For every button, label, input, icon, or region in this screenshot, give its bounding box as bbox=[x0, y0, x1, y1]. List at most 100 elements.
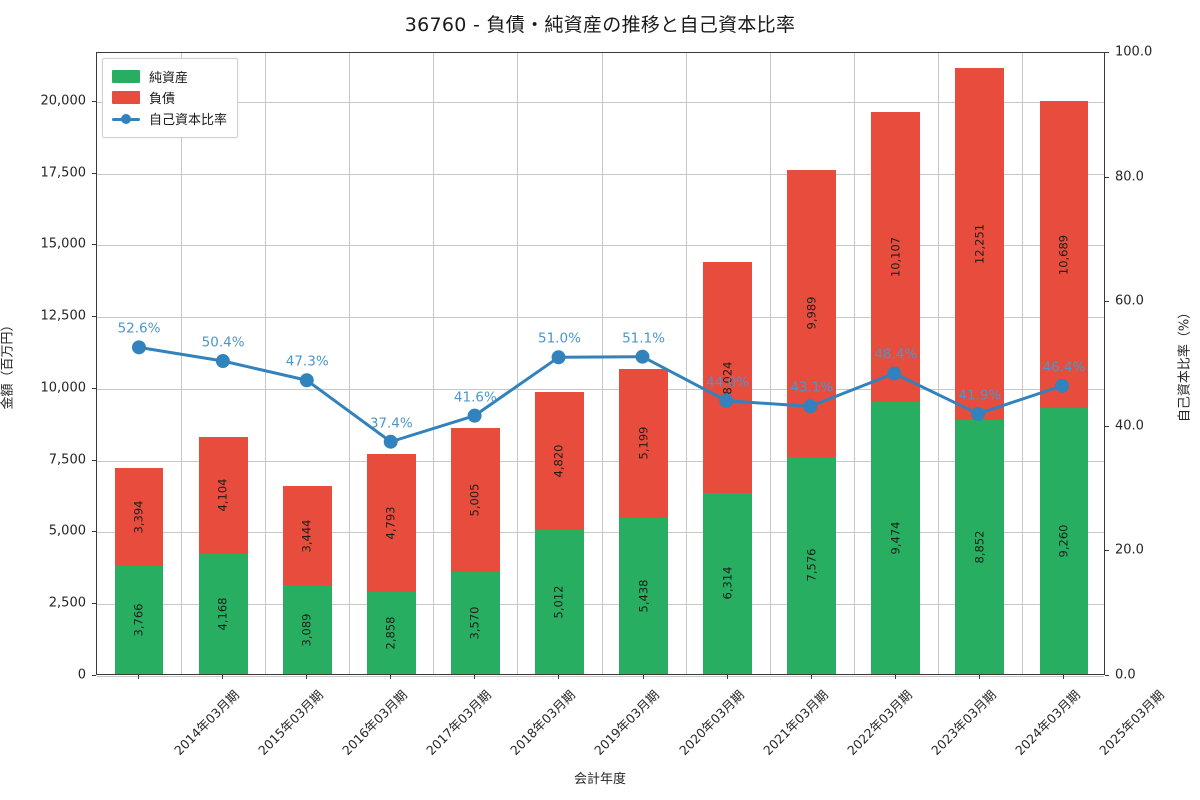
bar-segment-equity[interactable]: 6,314 bbox=[703, 492, 752, 674]
ratio-value-label: 41.6% bbox=[453, 389, 497, 406]
y-axis-tickmark-left bbox=[92, 603, 96, 605]
bar-segment-liability[interactable]: 4,793 bbox=[366, 454, 416, 592]
bar-group[interactable]: 5,438 5,199 bbox=[619, 368, 668, 674]
bar-segment-equity[interactable]: 4,168 bbox=[198, 554, 248, 674]
y-axis-tick-label-left: 17,500 bbox=[40, 165, 87, 181]
bar-segment-liability[interactable]: 4,104 bbox=[198, 436, 248, 555]
ratio-marker[interactable] bbox=[635, 349, 650, 364]
ratio-marker[interactable] bbox=[1055, 378, 1070, 393]
bar-group[interactable]: 4,168 4,104 bbox=[198, 436, 248, 674]
gridline-horizontal bbox=[97, 604, 1104, 606]
bar-segment-equity[interactable]: 3,570 bbox=[450, 571, 500, 674]
ratio-line-svg bbox=[131, 340, 1070, 449]
y-axis-tickmark-right bbox=[1105, 52, 1109, 53]
y-axis-tickmark-right bbox=[1105, 425, 1109, 427]
x-axis-tick-label: 2021年03月期 bbox=[759, 687, 831, 758]
bar-segment-liability[interactable]: 3,444 bbox=[282, 486, 332, 586]
bar-segment-liability[interactable]: 3,394 bbox=[114, 468, 164, 566]
gridline-vertical bbox=[1021, 53, 1023, 674]
bar-group[interactable]: 9,260 10,689 bbox=[1039, 101, 1089, 674]
chart-legend[interactable]: 純資産 負債 自己資本比率 bbox=[102, 58, 239, 138]
legend-item[interactable]: 自己資本比率 bbox=[112, 108, 227, 129]
y-axis-tick-label-left: 0 bbox=[77, 667, 86, 683]
bar-group[interactable]: 9,474 10,107 bbox=[871, 111, 921, 674]
bar-segment-equity[interactable]: 2,858 bbox=[366, 591, 416, 674]
legend-item-label: 純資産 bbox=[149, 71, 189, 86]
bar-segment-equity[interactable]: 8,852 bbox=[955, 419, 1005, 674]
bar-group[interactable]: 2,858 4,793 bbox=[366, 454, 416, 674]
x-axis-tickmark bbox=[390, 675, 392, 679]
ratio-marker[interactable] bbox=[299, 373, 314, 388]
bar-group[interactable]: 3,766 3,394 bbox=[114, 468, 164, 674]
ratio-marker[interactable] bbox=[215, 354, 230, 368]
ratio-value-label: 51.1% bbox=[622, 330, 665, 347]
ratio-marker[interactable] bbox=[467, 408, 482, 423]
y-axis-tickmark-left bbox=[92, 172, 96, 174]
ratio-value-label: 51.0% bbox=[538, 330, 581, 347]
y-axis-tick-label-right: 80.0 bbox=[1115, 169, 1144, 185]
ratio-marker[interactable] bbox=[887, 366, 902, 381]
x-axis-tickmark bbox=[138, 675, 140, 679]
bar-segment-equity[interactable]: 7,576 bbox=[787, 456, 837, 674]
bar-segment-equity[interactable]: 5,438 bbox=[619, 517, 668, 674]
bar-segment-equity[interactable]: 3,089 bbox=[282, 585, 332, 674]
ratio-marker[interactable] bbox=[551, 350, 566, 365]
bar-segment-liability[interactable]: 5,005 bbox=[450, 427, 500, 572]
ratio-value-label: 44.0% bbox=[706, 374, 750, 391]
bar-segment-equity[interactable]: 3,766 bbox=[114, 565, 164, 674]
bar-segment-liability[interactable]: 5,199 bbox=[619, 368, 668, 518]
ratio-marker[interactable] bbox=[971, 406, 986, 421]
x-axis-tick-label: 2018年03月期 bbox=[507, 687, 579, 758]
gridline-horizontal bbox=[97, 173, 1104, 175]
ratio-value-label: 46.4% bbox=[1042, 359, 1086, 376]
ratio-marker[interactable] bbox=[803, 399, 818, 414]
gridline-horizontal bbox=[97, 317, 1104, 319]
bar-group[interactable]: 6,314 8,024 bbox=[703, 262, 752, 674]
ratio-value-label: 48.4% bbox=[874, 346, 918, 363]
y-axis-tickmark-right bbox=[1105, 176, 1109, 178]
ratio-marker[interactable] bbox=[383, 434, 398, 449]
bar-segment-liability[interactable]: 10,107 bbox=[871, 111, 921, 403]
ratio-value-label: 47.3% bbox=[285, 353, 329, 370]
x-axis-tickmark bbox=[558, 675, 560, 679]
bar-segment-liability[interactable]: 4,820 bbox=[535, 391, 584, 531]
bar-segment-liability[interactable]: 8,024 bbox=[703, 262, 752, 493]
bar-group[interactable]: 3,570 5,005 bbox=[450, 427, 500, 674]
y-axis-tickmark-left bbox=[92, 316, 96, 318]
y-axis-tickmark-left bbox=[92, 387, 96, 389]
legend-item[interactable]: 純資産 bbox=[112, 66, 227, 87]
x-axis-tick-label: 2025年03月期 bbox=[1096, 687, 1167, 758]
gridline-vertical bbox=[853, 53, 855, 674]
bar-segment-equity[interactable]: 9,474 bbox=[871, 402, 921, 674]
bar-segment-equity[interactable]: 9,260 bbox=[1039, 408, 1089, 674]
x-axis-tick-label: 2015年03月期 bbox=[255, 687, 327, 758]
x-axis-tickmark bbox=[894, 675, 896, 679]
legend-swatch-icon bbox=[112, 91, 140, 104]
ratio-marker[interactable] bbox=[719, 393, 734, 408]
gridline-vertical bbox=[181, 53, 183, 674]
ratio-marker[interactable] bbox=[131, 340, 146, 355]
x-axis-tickmark bbox=[222, 675, 224, 679]
x-axis-tickmark bbox=[810, 675, 812, 679]
y-axis-tickmark-right bbox=[1105, 550, 1109, 552]
bar-group[interactable]: 3,089 3,444 bbox=[282, 486, 332, 674]
gridline-vertical bbox=[349, 53, 351, 674]
ratio-value-label: 50.4% bbox=[201, 334, 245, 351]
x-axis-tick-label: 2017年03月期 bbox=[423, 687, 495, 758]
bar-segment-liability[interactable]: 12,251 bbox=[955, 68, 1005, 420]
y-axis-tick-label-right: 0.0 bbox=[1115, 667, 1136, 683]
x-axis-tickmark bbox=[306, 675, 308, 679]
gridline-horizontal bbox=[97, 245, 1104, 247]
x-axis-tick-label: 2024年03月期 bbox=[1011, 687, 1083, 758]
bar-group[interactable]: 5,012 4,820 bbox=[535, 391, 584, 674]
legend-item[interactable]: 負債 bbox=[112, 87, 227, 108]
gridline-vertical bbox=[769, 53, 771, 674]
gridline-vertical bbox=[265, 53, 267, 674]
bar-group[interactable]: 8,852 12,251 bbox=[955, 68, 1005, 674]
y-axis-tick-label-left: 5,000 bbox=[48, 523, 86, 539]
ratio-value-label: 43.1% bbox=[790, 379, 834, 396]
y-axis-tick-label-right: 20.0 bbox=[1115, 542, 1144, 558]
bar-segment-liability[interactable]: 10,689 bbox=[1039, 101, 1089, 409]
bar-segment-equity[interactable]: 5,012 bbox=[535, 530, 584, 674]
